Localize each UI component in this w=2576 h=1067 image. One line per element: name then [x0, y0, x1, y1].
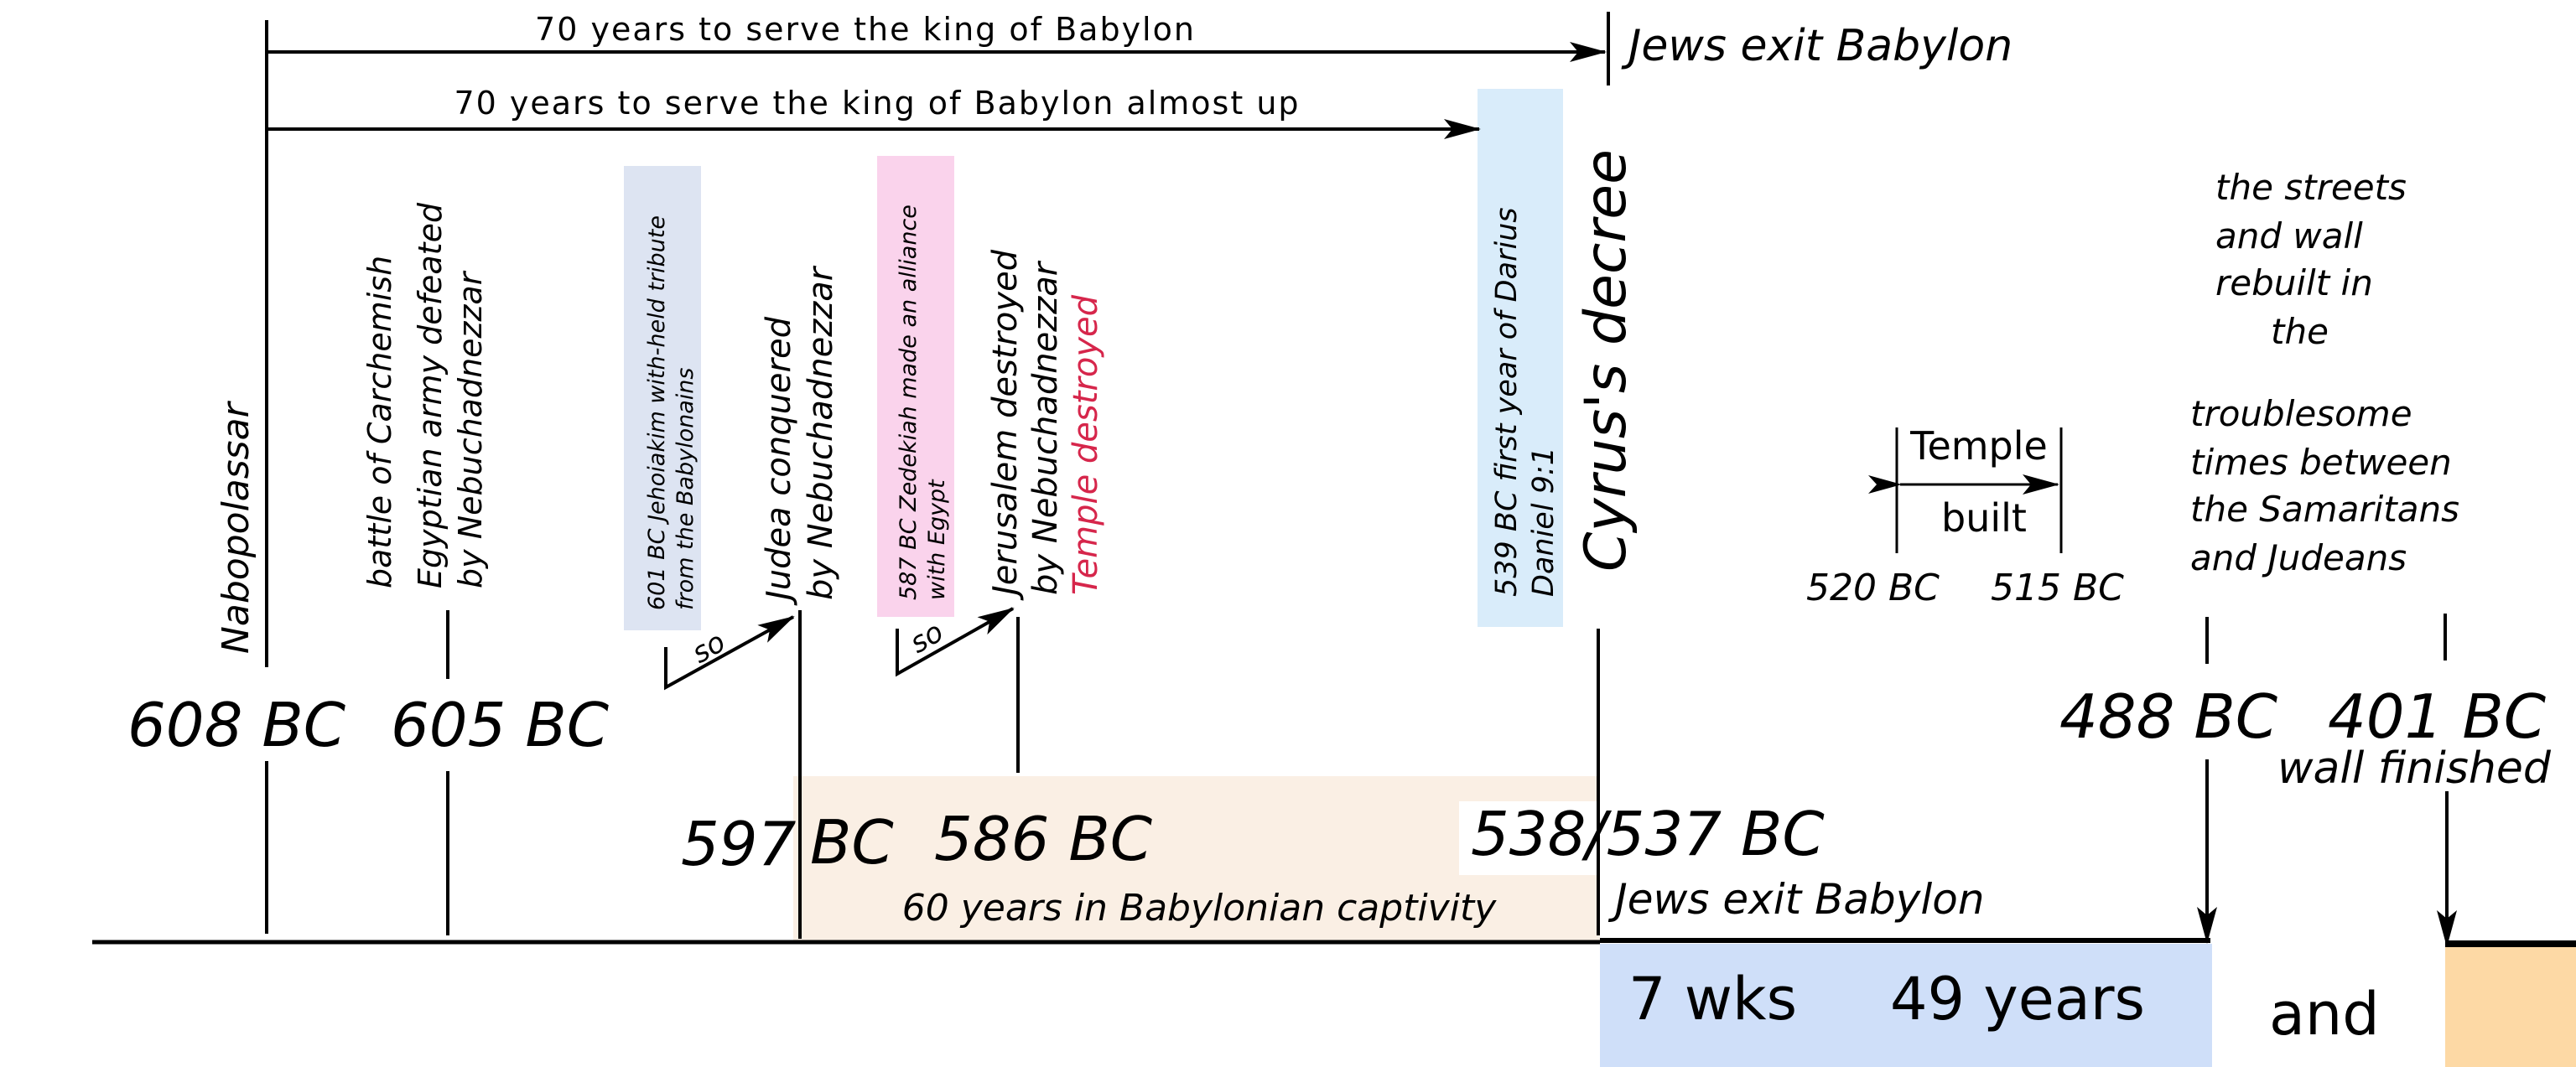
label-so-1: so: [687, 625, 731, 671]
troublesome-line-3: the Samaritans: [2190, 489, 2459, 530]
label-streets-wall: the streets and wall rebuilt in the: [2215, 167, 2407, 352]
label-70-years-almost: 70 years to serve the king of Babylon al…: [454, 85, 1300, 122]
date-520: 520 BC: [1806, 567, 1940, 609]
date-608: 608 BC: [127, 690, 346, 760]
label-70-years-full: 70 years to serve the king of Babylon: [535, 11, 1196, 48]
label-captivity: 60 years in Babylonian captivity: [902, 887, 1497, 930]
date-597-number: 597: [681, 809, 797, 879]
label-zedekiah: 587 BC Zedekiah made an alliance with Eg…: [896, 205, 950, 600]
end-period-box: [2445, 945, 2576, 1067]
jerusalem-line-2: by Nebuchadnezzar: [1026, 260, 1065, 595]
date-597-bc: BC: [810, 807, 894, 878]
date-538-537: 538/537 BC: [1471, 799, 1825, 869]
label-jews-exit-lower: Jews exit Babylon: [1607, 875, 1985, 924]
label-temple-destroyed: Temple destroyed: [1067, 294, 1105, 595]
date-401: 401 BC: [2328, 681, 2547, 752]
streets-line-1: the streets: [2215, 167, 2407, 208]
troublesome-line-1: troublesome: [2190, 393, 2412, 434]
so-arrow-zedekiah: [896, 607, 1015, 677]
streets-line-3: rebuilt in: [2215, 262, 2373, 303]
judea-line-2: by Nebuchadnezzar: [802, 265, 840, 600]
streets-line-4: the: [2271, 311, 2329, 352]
jehoiakim-line-1: 601 BC Jehoiakim with-held tribute: [644, 215, 670, 610]
label-judea: Judea conquered by Nebuchadnezzar: [760, 265, 840, 606]
label-darius: 539 BC first year of Darius Daniel 9:1: [1490, 207, 1561, 597]
carchemish-line-1: battle of Carchemish: [361, 256, 398, 588]
seven-weeks-box: [1600, 944, 2212, 1067]
label-jehoiakim: 601 BC Jehoiakim with-held tribute from …: [644, 215, 699, 610]
label-and: and: [2269, 980, 2380, 1049]
date-538-backdrop: [1459, 801, 1602, 875]
date-586: 586 BC: [934, 804, 1153, 874]
date-488: 488 BC: [2059, 681, 2278, 752]
judea-line-1: Judea conquered: [760, 316, 798, 606]
jerusalem-line-1: Jerusalem destroyed: [986, 249, 1025, 601]
label-temple: Temple: [1909, 423, 2048, 469]
so-arrow-jehoiakim: [664, 615, 795, 691]
darius-line-2: Daniel 9:1: [1527, 447, 1561, 597]
label-jews-exit-top: Jews exit Babylon: [1621, 21, 2012, 71]
jehoiakim-box: [624, 166, 701, 630]
label-so-2: so: [905, 615, 949, 660]
label-nabopolassar: Nabopolassar: [215, 400, 257, 654]
label-troublesome: troublesome times between the Samaritans…: [2190, 393, 2459, 578]
label-wall-finished: wall finished: [2277, 743, 2552, 794]
label-carchemish: battle of Carchemish Egyptian army defea…: [361, 202, 489, 588]
date-605: 605 BC: [391, 690, 610, 760]
label-cyrus-decree: Cyrus's decree: [1573, 149, 1639, 572]
streets-line-2: and wall: [2215, 215, 2363, 256]
carchemish-line-2: Egyptian army defeated: [412, 202, 449, 588]
darius-line-1: 539 BC first year of Darius: [1490, 207, 1524, 597]
zedekiah-line-1: 587 BC Zedekiah made an alliance: [896, 205, 922, 600]
jehoiakim-line-2: from the Babylonains: [673, 368, 699, 610]
troublesome-line-4: and Judeans: [2190, 537, 2407, 578]
darius-box: [1478, 89, 1563, 627]
zedekiah-line-2: with Egypt: [924, 479, 950, 600]
troublesome-line-2: times between: [2190, 442, 2452, 483]
label-jerusalem: Jerusalem destroyed by Nebuchadnezzar: [986, 249, 1065, 601]
label-7-wks: 7 wks: [1628, 965, 1797, 1033]
label-built: built: [1941, 495, 2027, 541]
label-49-years: 49 years: [1890, 965, 2145, 1033]
carchemish-line-3: by Nebuchadnezzar: [452, 270, 489, 588]
date-515: 515 BC: [1991, 567, 2124, 609]
zedekiah-box: [877, 156, 954, 617]
